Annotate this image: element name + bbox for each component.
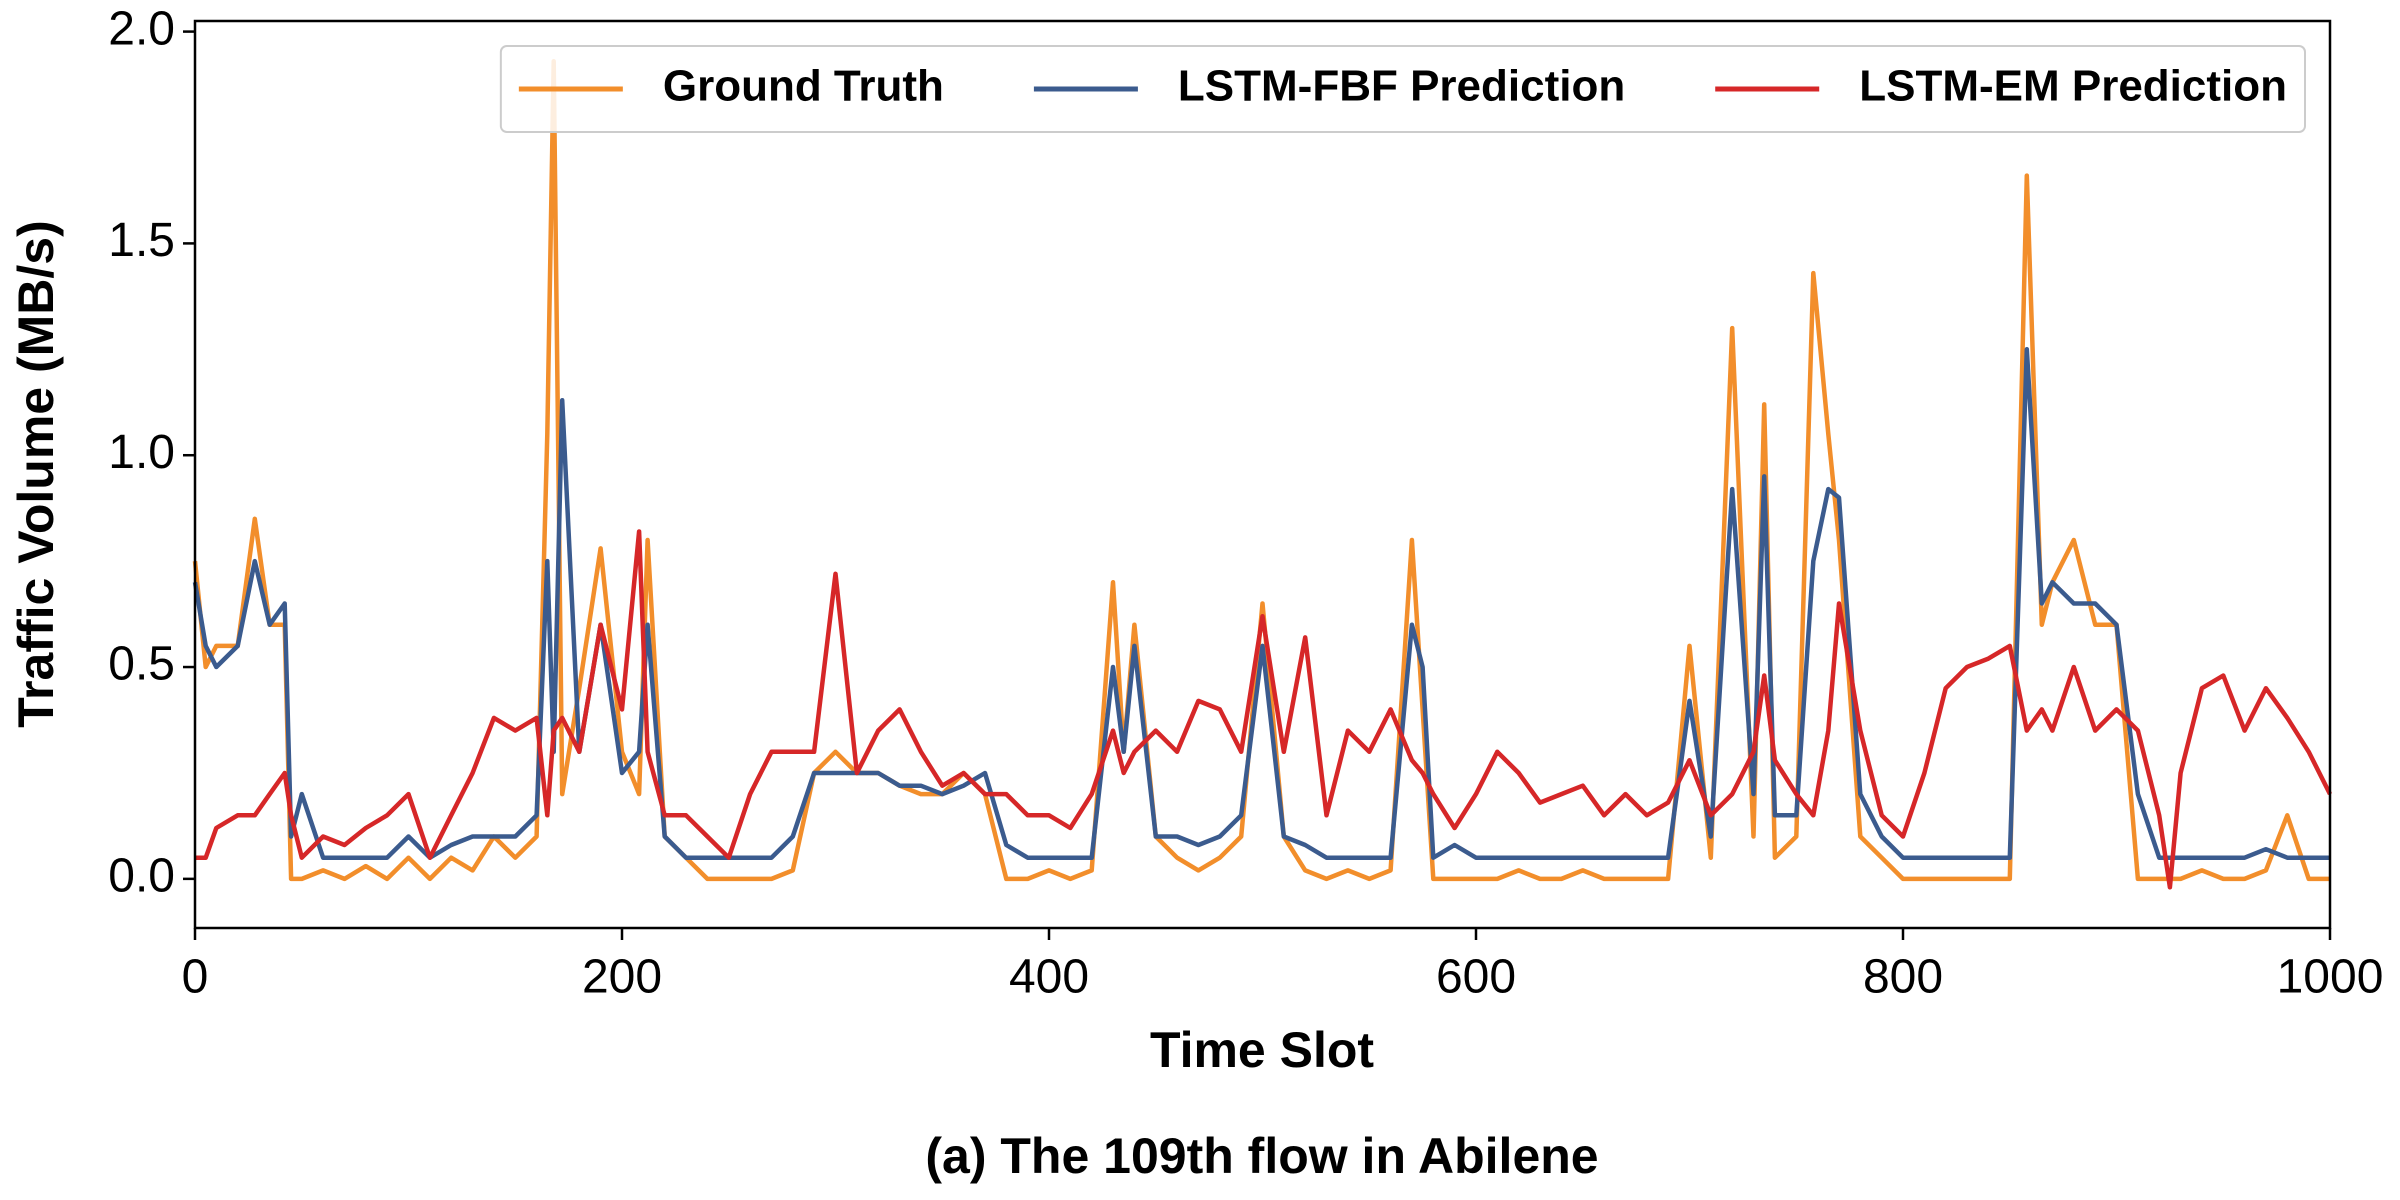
legend: Ground Truth LSTM-FBF Prediction LSTM-EM P…: [499, 45, 2306, 133]
y-tick-label: 1.0: [108, 426, 175, 479]
x-tick-label: 800: [1863, 951, 1943, 1004]
legend-item: LSTM-EM Prediction: [1715, 62, 2287, 111]
y-tick-label: 0.0: [108, 850, 175, 903]
series-line: [192, 58, 2330, 882]
legend-box: [499, 45, 2306, 133]
chart-title: (a) The 109th flow in Abilene: [925, 1128, 1598, 1184]
series-line: [192, 347, 2330, 860]
legend-item: LSTM-FBF Prediction: [1033, 62, 1625, 111]
plot-frame: [193, 19, 2332, 930]
y-tick-label: 1.5: [108, 214, 175, 267]
legend-item: Ground Truth: [518, 62, 944, 111]
legend-label: LSTM-EM Prediction: [1859, 62, 2287, 111]
x-tick-label: 600: [1436, 951, 1516, 1004]
x-axis-label: Time Slot: [1150, 1022, 1374, 1078]
x-tick-label: 200: [582, 951, 662, 1004]
y-tick-label: 0.5: [108, 638, 175, 691]
y-axis-label: Traffic Volume (MB/s): [8, 220, 64, 727]
y-tick-label: 2.0: [108, 2, 175, 55]
legend-label: LSTM-FBF Prediction: [1178, 62, 1625, 111]
x-tick-label: 0: [182, 951, 209, 1004]
series-line: [195, 529, 2333, 890]
legend-label: Ground Truth: [663, 62, 944, 111]
x-tick-label: 1000: [2277, 951, 2384, 1004]
x-tick-label: 400: [1009, 951, 1089, 1004]
